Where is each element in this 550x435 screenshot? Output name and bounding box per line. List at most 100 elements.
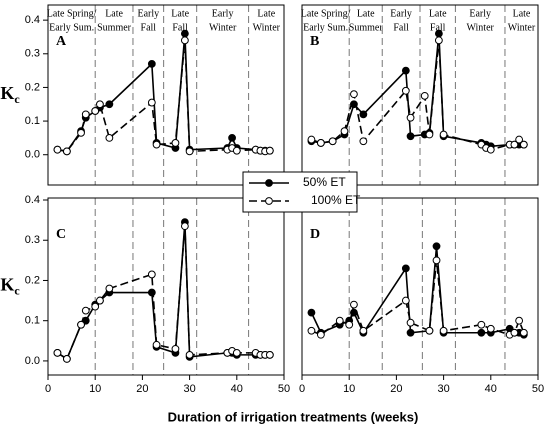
y-tick-label: 0.4 bbox=[25, 194, 40, 206]
data-point bbox=[406, 318, 415, 327]
data-point bbox=[345, 320, 354, 329]
data-point bbox=[401, 66, 410, 75]
season-label: Early bbox=[390, 8, 412, 19]
legend-marker bbox=[265, 197, 273, 205]
x-tick-label: 50 bbox=[532, 383, 544, 395]
x-tick-label: 30 bbox=[183, 383, 195, 395]
data-point bbox=[510, 140, 519, 149]
season-label: Early Sum. bbox=[303, 22, 348, 33]
y-tick-label: 0.2 bbox=[25, 274, 40, 286]
data-point bbox=[53, 348, 62, 357]
data-point bbox=[510, 328, 519, 337]
panel-label: C bbox=[56, 227, 66, 242]
y-axis-label-sub: c bbox=[14, 92, 20, 106]
data-point bbox=[147, 59, 156, 68]
y-axis-label-main: K bbox=[0, 275, 14, 295]
data-point bbox=[232, 146, 241, 155]
season-label: Fall bbox=[430, 22, 446, 33]
data-point bbox=[350, 100, 358, 109]
season-label: Fall bbox=[393, 22, 409, 33]
plot-frame bbox=[301, 4, 539, 186]
panel-label: B bbox=[310, 34, 319, 49]
data-point bbox=[434, 29, 443, 38]
x-tick-label: 0 bbox=[45, 383, 51, 395]
data-point bbox=[53, 145, 62, 154]
x-tick-label: 20 bbox=[136, 383, 148, 395]
data-point bbox=[425, 326, 434, 335]
legend-label: 50% ET bbox=[303, 175, 346, 189]
data-point bbox=[81, 306, 90, 315]
x-tick-label: 40 bbox=[231, 383, 243, 395]
data-point bbox=[359, 137, 368, 146]
y-axis-label: Kc bbox=[0, 83, 20, 106]
season-label: Early bbox=[137, 8, 159, 19]
data-point bbox=[62, 355, 71, 363]
data-point bbox=[180, 29, 189, 38]
data-point bbox=[91, 107, 100, 115]
season-label: Late bbox=[357, 8, 375, 19]
data-point bbox=[62, 147, 71, 156]
season-label: Late bbox=[171, 8, 189, 19]
data-point bbox=[519, 328, 528, 337]
data-point bbox=[439, 326, 448, 335]
season-label: Late bbox=[257, 8, 275, 19]
y-tick-label: 0.3 bbox=[25, 48, 40, 60]
season-label: Late Spring/ bbox=[47, 8, 97, 19]
data-point bbox=[359, 110, 368, 119]
data-point bbox=[432, 242, 441, 251]
y-tick-label: 0.1 bbox=[25, 315, 40, 327]
data-point bbox=[432, 256, 441, 265]
data-point bbox=[350, 300, 358, 309]
y-tick-label: 0.0 bbox=[25, 149, 40, 161]
y-tick-label: 0.0 bbox=[25, 355, 40, 367]
data-point bbox=[171, 344, 180, 353]
y-tick-label: 0.4 bbox=[25, 14, 40, 26]
data-point bbox=[401, 296, 410, 305]
data-point bbox=[486, 324, 495, 333]
season-label: Winter bbox=[466, 22, 494, 33]
data-point bbox=[406, 328, 415, 337]
plot-frame bbox=[47, 197, 285, 376]
data-point bbox=[171, 139, 180, 147]
data-point bbox=[401, 86, 410, 95]
data-point bbox=[180, 222, 189, 231]
season-label: Late Spring/ bbox=[301, 8, 351, 19]
data-point bbox=[105, 100, 114, 109]
panel-label: D bbox=[310, 227, 320, 242]
data-point bbox=[434, 36, 443, 45]
plot-frame bbox=[301, 197, 539, 376]
season-label: Late bbox=[429, 8, 447, 19]
data-point bbox=[486, 145, 495, 154]
plot-frame bbox=[47, 4, 285, 186]
data-point bbox=[147, 98, 156, 107]
data-point bbox=[232, 348, 241, 357]
season-label: Early Sum. bbox=[49, 22, 94, 33]
data-point bbox=[147, 288, 156, 297]
data-point bbox=[515, 316, 524, 325]
season-label: Summer bbox=[97, 22, 132, 33]
data-point bbox=[228, 133, 236, 142]
data-point bbox=[316, 330, 325, 339]
data-point bbox=[265, 146, 274, 155]
season-label: Late bbox=[105, 8, 123, 19]
data-point bbox=[77, 128, 85, 137]
season-label: Winter bbox=[209, 22, 237, 33]
data-point bbox=[515, 135, 524, 144]
season-label: Summer bbox=[349, 22, 384, 33]
data-point bbox=[105, 133, 114, 142]
x-tick-label: 30 bbox=[437, 383, 449, 395]
y-tick-label: 0.3 bbox=[25, 234, 40, 246]
data-point bbox=[77, 320, 85, 329]
legend-box bbox=[242, 171, 358, 213]
x-tick-label: 10 bbox=[343, 383, 355, 395]
season-label: Fall bbox=[141, 22, 157, 33]
data-point bbox=[96, 296, 104, 305]
x-axis-label: Duration of irrigation treatments (weeks… bbox=[168, 409, 419, 424]
x-tick-label: 0 bbox=[299, 383, 305, 395]
data-point bbox=[425, 130, 434, 139]
data-point bbox=[420, 91, 429, 100]
season-label: Winter bbox=[253, 22, 281, 33]
x-tick-label: 40 bbox=[485, 383, 497, 395]
season-label: Early bbox=[469, 8, 491, 19]
data-point bbox=[180, 36, 189, 45]
